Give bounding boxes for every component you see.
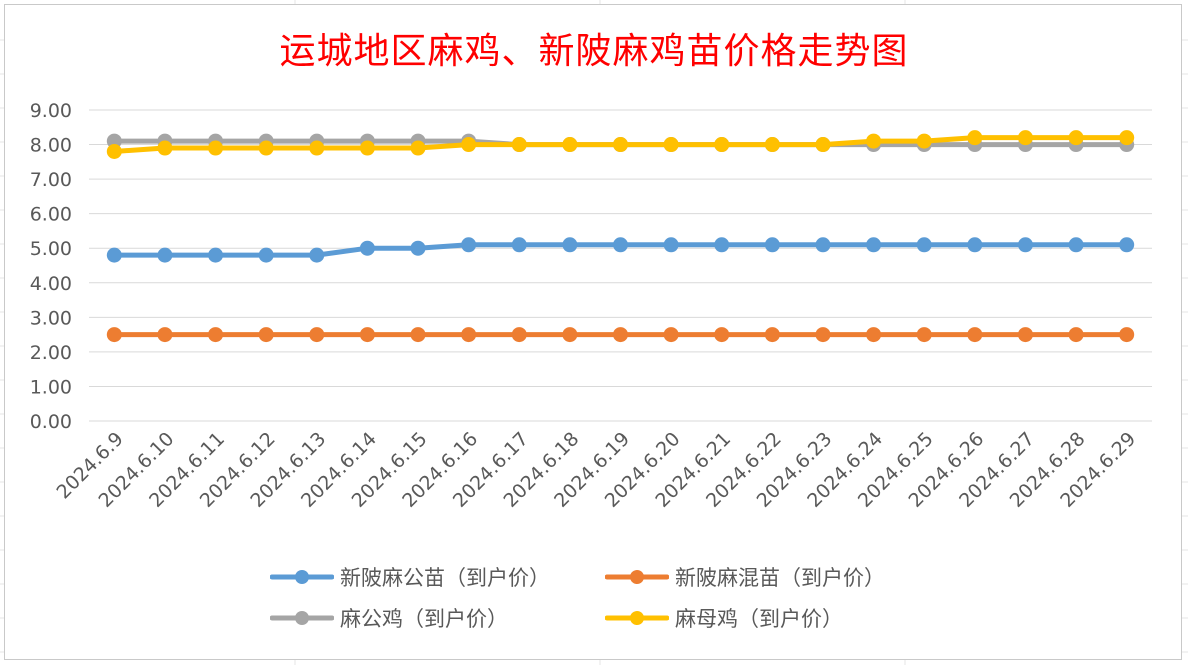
data-point-series-2-20 bbox=[1119, 327, 1135, 343]
data-point-series-2-10 bbox=[613, 327, 628, 343]
legend-item-series-2: 新陂麻混苗（到户价） bbox=[605, 562, 885, 592]
data-point-series-4-16 bbox=[916, 133, 932, 149]
data-point-series-2-4 bbox=[309, 327, 325, 343]
data-point-series-2-17 bbox=[967, 327, 983, 343]
legend-item-series-3: 麻公鸡（到户价） bbox=[270, 603, 508, 633]
data-point-series-1-5 bbox=[359, 240, 375, 256]
data-point-series-2-5 bbox=[359, 327, 375, 343]
data-point-series-2-6 bbox=[410, 327, 426, 343]
data-point-series-1-8 bbox=[511, 237, 527, 253]
data-point-series-1-19 bbox=[1068, 237, 1084, 253]
y-tick-label-1: 1.00 bbox=[30, 376, 72, 398]
legend-item-series-1: 新陂麻公苗（到户价） bbox=[270, 562, 550, 592]
data-point-series-2-16 bbox=[916, 327, 932, 343]
data-point-series-2-18 bbox=[1017, 327, 1033, 343]
data-point-series-4-11 bbox=[663, 137, 679, 153]
data-point-series-2-0 bbox=[106, 327, 122, 343]
data-point-series-4-15 bbox=[866, 133, 882, 149]
data-point-series-1-14 bbox=[815, 237, 831, 253]
data-point-series-1-0 bbox=[106, 247, 122, 263]
y-tick-label-3: 3.00 bbox=[30, 307, 72, 329]
data-point-series-4-6 bbox=[410, 140, 426, 156]
data-point-series-4-12 bbox=[714, 137, 730, 153]
data-point-series-4-3 bbox=[258, 140, 274, 156]
y-tick-label-0: 0.00 bbox=[30, 411, 72, 433]
data-point-series-4-20 bbox=[1119, 130, 1135, 146]
y-tick-label-8: 8.00 bbox=[30, 135, 72, 157]
data-point-series-1-10 bbox=[613, 237, 628, 253]
y-tick-label-5: 5.00 bbox=[30, 238, 72, 260]
chart-title: 运城地区麻鸡、新陂麻鸡苗价格走势图 bbox=[279, 31, 909, 72]
data-point-series-2-14 bbox=[815, 327, 831, 343]
data-point-series-2-2 bbox=[208, 327, 224, 343]
data-point-series-4-10 bbox=[613, 137, 628, 153]
data-point-series-1-18 bbox=[1017, 237, 1033, 253]
data-point-series-4-9 bbox=[562, 137, 578, 153]
data-point-series-4-18 bbox=[1017, 130, 1033, 146]
data-point-series-1-9 bbox=[562, 237, 578, 253]
data-point-series-2-13 bbox=[764, 327, 780, 343]
y-tick-label-2: 2.00 bbox=[30, 342, 72, 364]
data-point-series-1-7 bbox=[461, 237, 477, 253]
legend-label-series-2: 新陂麻混苗（到户价） bbox=[675, 566, 885, 590]
legend-item-series-4: 麻母鸡（到户价） bbox=[605, 603, 843, 633]
data-point-series-4-2 bbox=[208, 140, 224, 156]
data-point-series-1-16 bbox=[916, 237, 932, 253]
y-tick-label-6: 6.00 bbox=[30, 204, 72, 226]
data-point-series-1-12 bbox=[714, 237, 730, 253]
legend-swatch-series-3 bbox=[270, 611, 334, 625]
y-tick-label-4: 4.00 bbox=[30, 273, 72, 295]
data-point-series-1-1 bbox=[157, 247, 173, 263]
data-point-series-1-13 bbox=[764, 237, 780, 253]
legend-label-series-1: 新陂麻公苗（到户价） bbox=[340, 566, 550, 590]
legend-label-series-4: 麻母鸡（到户价） bbox=[675, 607, 843, 631]
data-point-series-4-8 bbox=[511, 137, 527, 153]
data-point-series-4-19 bbox=[1068, 130, 1084, 146]
data-point-series-2-12 bbox=[714, 327, 730, 343]
data-point-series-1-4 bbox=[309, 247, 325, 263]
data-point-series-1-3 bbox=[258, 247, 274, 263]
data-point-series-4-7 bbox=[461, 137, 477, 153]
data-point-series-4-4 bbox=[309, 140, 325, 156]
y-tick-label-7: 7.00 bbox=[30, 169, 72, 191]
data-point-series-4-17 bbox=[967, 130, 983, 146]
data-point-series-2-7 bbox=[461, 327, 477, 343]
chart-area bbox=[4, 4, 1182, 660]
data-point-series-4-14 bbox=[815, 137, 831, 153]
data-point-series-1-6 bbox=[410, 240, 426, 256]
data-point-series-1-2 bbox=[208, 247, 224, 263]
data-point-series-4-13 bbox=[764, 137, 780, 153]
legend-swatch-series-1 bbox=[270, 570, 334, 584]
data-point-series-2-19 bbox=[1068, 327, 1084, 343]
data-point-series-3-0 bbox=[106, 133, 122, 149]
data-point-series-4-5 bbox=[359, 140, 375, 156]
data-point-series-2-9 bbox=[562, 327, 578, 343]
data-point-series-1-15 bbox=[866, 237, 882, 253]
data-point-series-1-17 bbox=[967, 237, 983, 253]
data-point-series-1-20 bbox=[1119, 237, 1135, 253]
legend-swatch-series-4 bbox=[605, 611, 669, 625]
y-tick-label-9: 9.00 bbox=[30, 100, 72, 122]
legend-swatch-series-2 bbox=[605, 570, 669, 584]
data-point-series-4-1 bbox=[157, 140, 173, 156]
data-point-series-2-8 bbox=[511, 327, 527, 343]
data-point-series-4-0 bbox=[106, 143, 122, 159]
data-point-series-2-15 bbox=[866, 327, 882, 343]
data-point-series-2-1 bbox=[157, 327, 173, 343]
legend-label-series-3: 麻公鸡（到户价） bbox=[340, 607, 508, 631]
data-point-series-2-3 bbox=[258, 327, 274, 343]
data-point-series-2-11 bbox=[663, 327, 679, 343]
data-point-series-1-11 bbox=[663, 237, 679, 253]
